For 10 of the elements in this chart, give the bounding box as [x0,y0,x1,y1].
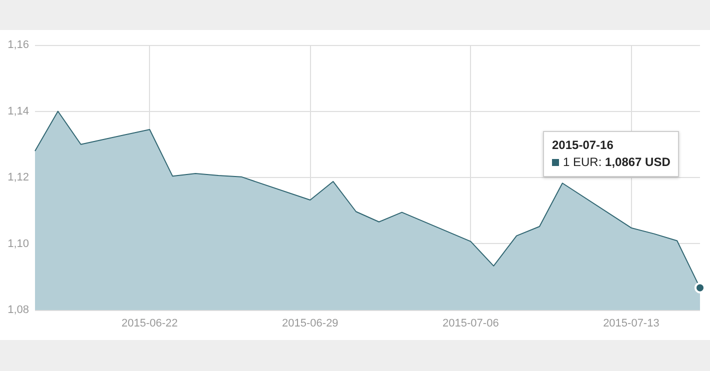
annotation: 2015-07-16 1 EUR: 1,0867 USD [552,137,670,169]
y-tick-label: 1,10 [8,238,29,250]
y-tick-label: 1,14 [8,105,29,118]
x-tick-label: 2015-07-13 [603,318,660,330]
y-tick-label: 1,16 [8,39,29,51]
x-tick-label: 2015-06-29 [282,318,338,330]
y-tick-label: 1,12 [8,172,29,184]
y-tick-label: 1,08 [8,304,29,316]
x-tick-label: 2015-07-06 [442,318,499,330]
x-tick-label: 2015-06-22 [122,318,178,330]
